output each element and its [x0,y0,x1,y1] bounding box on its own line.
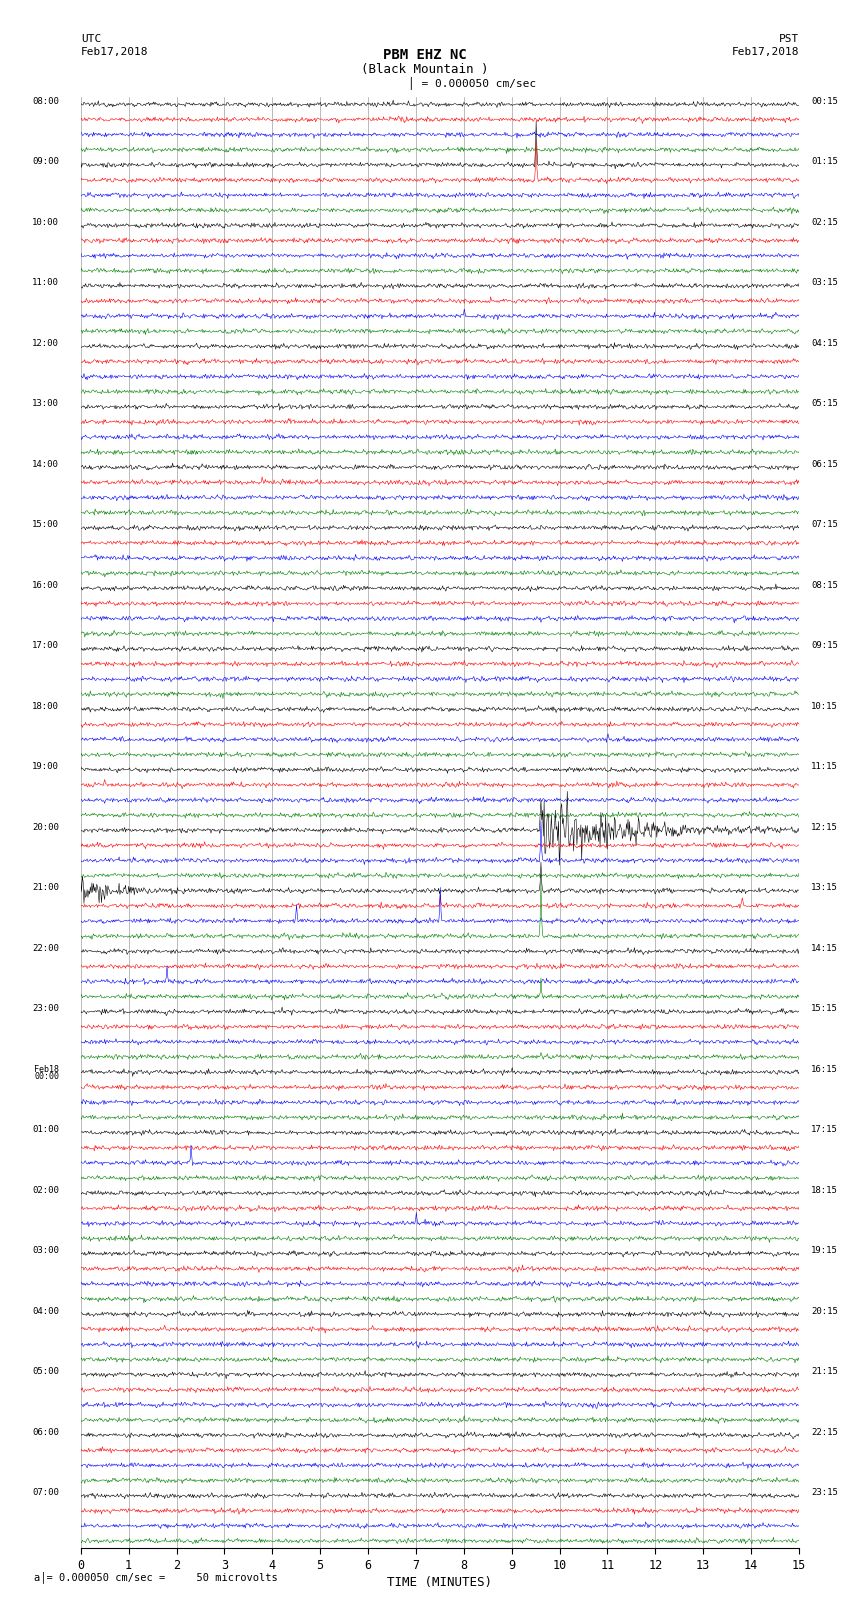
Text: 12:00: 12:00 [32,339,60,348]
Text: 15:15: 15:15 [811,1003,838,1013]
Text: 02:00: 02:00 [32,1186,60,1195]
Text: 00:00: 00:00 [34,1073,60,1081]
Text: Feb17,2018: Feb17,2018 [81,47,148,56]
Text: 01:15: 01:15 [811,158,838,166]
Text: 13:15: 13:15 [811,884,838,892]
Text: 10:00: 10:00 [32,218,60,227]
Text: (Black Mountain ): (Black Mountain ) [361,63,489,76]
Text: PST: PST [779,34,799,44]
Text: 12:15: 12:15 [811,823,838,832]
Text: 19:00: 19:00 [32,763,60,771]
Text: 19:15: 19:15 [811,1245,838,1255]
X-axis label: TIME (MINUTES): TIME (MINUTES) [388,1576,492,1589]
Text: 22:00: 22:00 [32,944,60,953]
Text: 14:15: 14:15 [811,944,838,953]
Text: 21:15: 21:15 [811,1368,838,1376]
Text: 00:15: 00:15 [811,97,838,106]
Text: PBM EHZ NC: PBM EHZ NC [383,48,467,61]
Text: 05:15: 05:15 [811,400,838,408]
Text: 02:15: 02:15 [811,218,838,227]
Text: 03:15: 03:15 [811,279,838,287]
Text: 04:00: 04:00 [32,1307,60,1316]
Text: 05:00: 05:00 [32,1368,60,1376]
Text: 08:15: 08:15 [811,581,838,590]
Text: a│= 0.000050 cm/sec =     50 microvolts: a│= 0.000050 cm/sec = 50 microvolts [34,1571,278,1584]
Text: 07:00: 07:00 [32,1487,60,1497]
Text: 11:00: 11:00 [32,279,60,287]
Text: 16:00: 16:00 [32,581,60,590]
Text: 18:00: 18:00 [32,702,60,711]
Text: │ = 0.000050 cm/sec: │ = 0.000050 cm/sec [408,77,536,90]
Text: 07:15: 07:15 [811,521,838,529]
Text: 22:15: 22:15 [811,1428,838,1437]
Text: 13:00: 13:00 [32,400,60,408]
Text: Feb18: Feb18 [34,1065,60,1074]
Text: 17:00: 17:00 [32,642,60,650]
Text: 18:15: 18:15 [811,1186,838,1195]
Text: 14:00: 14:00 [32,460,60,469]
Text: 17:15: 17:15 [811,1126,838,1134]
Text: 11:15: 11:15 [811,763,838,771]
Text: 23:00: 23:00 [32,1003,60,1013]
Text: 20:15: 20:15 [811,1307,838,1316]
Text: 21:00: 21:00 [32,884,60,892]
Text: 10:15: 10:15 [811,702,838,711]
Text: 01:00: 01:00 [32,1126,60,1134]
Text: 16:15: 16:15 [811,1065,838,1074]
Text: 03:00: 03:00 [32,1245,60,1255]
Text: UTC: UTC [81,34,101,44]
Text: 20:00: 20:00 [32,823,60,832]
Text: 15:00: 15:00 [32,521,60,529]
Text: 09:00: 09:00 [32,158,60,166]
Text: Feb17,2018: Feb17,2018 [732,47,799,56]
Text: 09:15: 09:15 [811,642,838,650]
Text: 08:00: 08:00 [32,97,60,106]
Text: 23:15: 23:15 [811,1487,838,1497]
Text: 04:15: 04:15 [811,339,838,348]
Text: 06:15: 06:15 [811,460,838,469]
Text: 06:00: 06:00 [32,1428,60,1437]
